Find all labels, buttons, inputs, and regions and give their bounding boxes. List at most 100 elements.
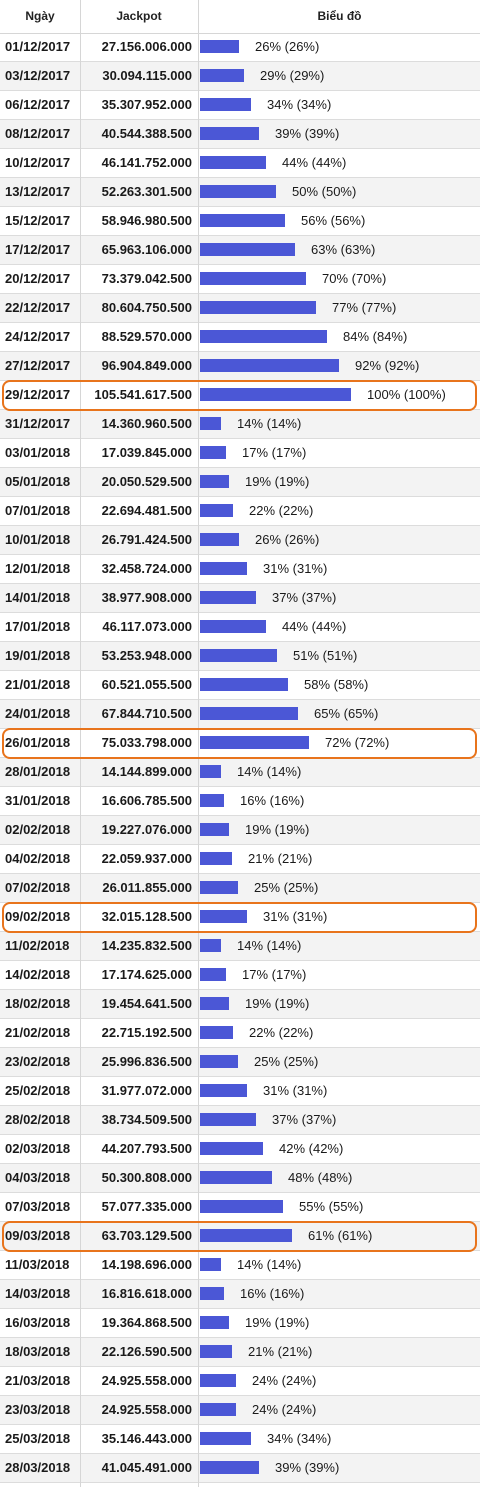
bar-percent-label: 100% (100%) bbox=[367, 387, 446, 402]
highlight-outline bbox=[2, 1221, 477, 1252]
chart-bar bbox=[200, 649, 277, 662]
jackpot-cell: 26.791.424.500 bbox=[101, 532, 192, 547]
date-cell: 24/01/2018 bbox=[5, 706, 71, 721]
jackpot-cell: 19.454.641.500 bbox=[101, 996, 192, 1011]
bar-percent-label: 65% (65%) bbox=[314, 706, 379, 721]
jackpot-cell: 88.529.570.000 bbox=[101, 329, 192, 344]
jackpot-cell: 35.146.443.000 bbox=[101, 1431, 192, 1446]
bar-percent-label: 44% (44%) bbox=[282, 155, 347, 170]
table-row: 21/03/2018 24.925.558.000 24% (24%) bbox=[0, 1367, 480, 1396]
table-row: 23/03/2018 24.925.558.000 24% (24%) bbox=[0, 1396, 480, 1425]
date-cell: 07/03/2018 bbox=[5, 1199, 71, 1214]
jackpot-cell: 22.059.937.000 bbox=[101, 851, 192, 866]
bar-percent-label: 14% (14%) bbox=[237, 1257, 302, 1272]
chart-bar bbox=[200, 1026, 233, 1039]
jackpot-cell: 25.996.836.500 bbox=[101, 1054, 192, 1069]
date-cell: 23/02/2018 bbox=[5, 1054, 71, 1069]
chart-bar bbox=[200, 533, 239, 546]
date-cell: 25/03/2018 bbox=[5, 1431, 71, 1446]
jackpot-cell: 52.263.301.500 bbox=[101, 184, 192, 199]
table-row: 09/02/2018 32.015.128.500 31% (31%) bbox=[0, 903, 480, 932]
bar-percent-label: 34% (34%) bbox=[267, 97, 332, 112]
date-cell: 03/12/2017 bbox=[5, 68, 71, 83]
chart-bar bbox=[200, 272, 306, 285]
date-cell: 06/12/2017 bbox=[5, 97, 71, 112]
bar-percent-label: 92% (92%) bbox=[355, 358, 420, 373]
table-row: 07/03/2018 57.077.335.000 55% (55%) bbox=[0, 1193, 480, 1222]
jackpot-cell: 17.174.625.000 bbox=[101, 967, 192, 982]
header-jackpot: Jackpot bbox=[116, 9, 162, 23]
jackpot-cell: 38.977.908.000 bbox=[101, 590, 192, 605]
table-row: 26/01/2018 75.033.798.000 72% (72%) bbox=[0, 729, 480, 758]
chart-bar bbox=[200, 243, 295, 256]
chart-bar bbox=[200, 446, 226, 459]
chart-bar bbox=[200, 968, 226, 981]
chart-bar bbox=[200, 1258, 221, 1271]
chart-bar bbox=[200, 1461, 259, 1474]
jackpot-cell: 73.379.042.500 bbox=[101, 271, 192, 286]
table-row: 02/02/2018 19.227.076.000 19% (19%) bbox=[0, 816, 480, 845]
date-cell: 05/01/2018 bbox=[5, 474, 71, 489]
jackpot-cell: 32.015.128.500 bbox=[101, 909, 192, 924]
date-cell: 18/02/2018 bbox=[5, 996, 71, 1011]
chart-bar bbox=[200, 417, 221, 430]
bar-percent-label: 31% (31%) bbox=[263, 1083, 328, 1098]
jackpot-cell: 65.963.106.000 bbox=[101, 242, 192, 257]
chart-bar bbox=[200, 1142, 263, 1155]
date-cell: 18/03/2018 bbox=[5, 1344, 71, 1359]
bar-percent-label: 14% (14%) bbox=[237, 764, 302, 779]
chart-bar bbox=[200, 591, 256, 604]
jackpot-cell: 80.604.750.500 bbox=[101, 300, 192, 315]
table-row: 03/12/2017 30.094.115.000 29% (29%) bbox=[0, 62, 480, 91]
jackpot-cell: 75.033.798.000 bbox=[101, 735, 192, 750]
jackpot-cell: 35.307.952.000 bbox=[101, 97, 192, 112]
table-row: 10/12/2017 46.141.752.000 44% (44%) bbox=[0, 149, 480, 178]
table-header: Ngày Jackpot Biểu đồ bbox=[0, 0, 480, 34]
table-row: 18/03/2018 22.126.590.500 21% (21%) bbox=[0, 1338, 480, 1367]
table-row: 08/12/2017 40.544.388.500 39% (39%) bbox=[0, 120, 480, 149]
bar-percent-label: 16% (16%) bbox=[240, 793, 305, 808]
table-row: 04/03/2018 50.300.808.000 48% (48%) bbox=[0, 1164, 480, 1193]
jackpot-cell: 60.521.055.500 bbox=[101, 677, 192, 692]
date-cell: 08/12/2017 bbox=[5, 126, 71, 141]
jackpot-cell: 32.458.724.000 bbox=[101, 561, 192, 576]
table-row: 28/01/2018 14.144.899.000 14% (14%) bbox=[0, 758, 480, 787]
date-cell: 14/01/2018 bbox=[5, 590, 71, 605]
bar-percent-label: 26% (26%) bbox=[255, 532, 320, 547]
table-row: 16/03/2018 19.364.868.500 19% (19%) bbox=[0, 1309, 480, 1338]
date-cell: 17/01/2018 bbox=[5, 619, 71, 634]
jackpot-cell: 16.816.618.000 bbox=[101, 1286, 192, 1301]
highlight-outline bbox=[2, 728, 477, 759]
bar-percent-label: 21% (21%) bbox=[248, 1344, 313, 1359]
chart-bar bbox=[200, 98, 251, 111]
table-row: 11/03/2018 14.198.696.000 14% (14%) bbox=[0, 1251, 480, 1280]
jackpot-cell: 14.198.696.000 bbox=[101, 1257, 192, 1272]
header-chart: Biểu đồ bbox=[317, 9, 362, 23]
chart-bar bbox=[200, 852, 232, 865]
jackpot-cell: 22.715.192.500 bbox=[101, 1025, 192, 1040]
bar-percent-label: 61% (61%) bbox=[308, 1228, 373, 1243]
jackpot-cell: 26.011.855.000 bbox=[102, 880, 192, 895]
table-row: 13/12/2017 52.263.301.500 50% (50%) bbox=[0, 178, 480, 207]
chart-bar bbox=[200, 1171, 272, 1184]
bar-percent-label: 24% (24%) bbox=[252, 1373, 317, 1388]
date-cell: 22/12/2017 bbox=[5, 300, 71, 315]
header-date: Ngày bbox=[25, 9, 55, 23]
chart-bar bbox=[200, 69, 244, 82]
table-row: 31/01/2018 16.606.785.500 16% (16%) bbox=[0, 787, 480, 816]
chart-bar bbox=[200, 475, 229, 488]
date-cell: 24/12/2017 bbox=[5, 329, 71, 344]
chart-bar bbox=[200, 40, 239, 53]
chart-bar bbox=[200, 1229, 292, 1242]
jackpot-cell: 105.541.617.500 bbox=[94, 387, 192, 402]
table-row: 17/12/2017 65.963.106.000 63% (63%) bbox=[0, 236, 480, 265]
jackpot-cell: 31.977.072.000 bbox=[101, 1083, 192, 1098]
chart-bar bbox=[200, 910, 247, 923]
bar-percent-label: 77% (77%) bbox=[332, 300, 397, 315]
chart-bar bbox=[200, 678, 288, 691]
bar-percent-label: 17% (17%) bbox=[242, 967, 307, 982]
jackpot-cell: 22.694.481.500 bbox=[101, 503, 192, 518]
table-row: 06/12/2017 35.307.952.000 34% (34%) bbox=[0, 91, 480, 120]
date-cell: 31/12/2017 bbox=[5, 416, 71, 431]
table-row: 11/02/2018 14.235.832.500 14% (14%) bbox=[0, 932, 480, 961]
